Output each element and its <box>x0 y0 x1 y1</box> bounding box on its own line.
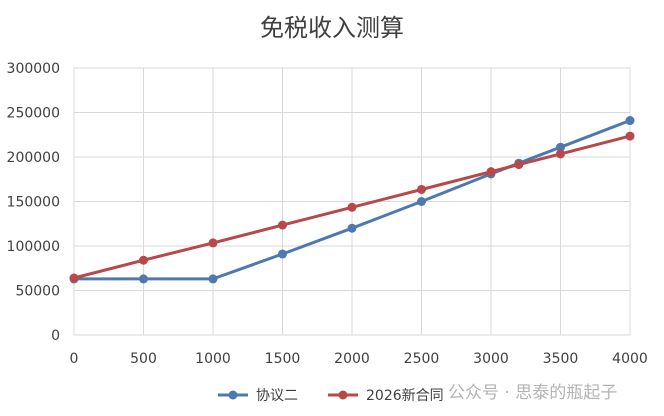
data-point <box>278 249 287 259</box>
data-point <box>486 167 496 177</box>
data-point <box>347 202 357 212</box>
data-series <box>69 116 635 284</box>
legend-label: 2026新合同 <box>366 388 444 404</box>
gridlines <box>73 67 631 336</box>
x-tick-label: 0 <box>70 351 79 367</box>
x-tick-label: 2000 <box>334 351 370 367</box>
series-1 <box>69 131 635 283</box>
data-point <box>556 149 565 159</box>
data-point <box>69 273 79 283</box>
watermark: 公众号 · 思泰的瓶起子 <box>448 383 617 403</box>
data-point <box>514 160 524 170</box>
data-point <box>417 197 426 206</box>
legend-marker <box>228 390 238 400</box>
data-point <box>139 274 148 284</box>
data-point <box>556 142 565 152</box>
y-tick-label: 250000 <box>7 106 60 122</box>
x-tick-label: 3000 <box>473 351 509 367</box>
y-tick-label: 150000 <box>7 195 60 211</box>
x-tick-label: 3500 <box>543 351 579 367</box>
x-tick-label: 1000 <box>195 351 231 367</box>
x-tick-label: 2500 <box>404 351 440 367</box>
legend-marker <box>338 390 348 400</box>
y-tick-label: 50000 <box>15 284 60 300</box>
x-axis-tick-labels: 0 500 1000 1500 2000 2500 3000 3500 4000 <box>70 351 648 367</box>
legend-item: 协议二 <box>218 388 298 404</box>
legend: 协议二 2026新合同 <box>218 388 444 404</box>
data-point <box>347 223 357 233</box>
x-tick-label: 500 <box>130 351 157 367</box>
data-point <box>625 116 635 126</box>
x-tick-label: 1500 <box>265 351 301 367</box>
data-point <box>417 184 426 194</box>
y-tick-label: 300000 <box>7 61 60 77</box>
y-tick-label: 100000 <box>7 239 60 255</box>
y-tick-label: 0 <box>51 328 60 344</box>
series-line <box>74 119 631 281</box>
data-point <box>278 220 287 230</box>
data-point <box>208 238 218 248</box>
legend-item: 2026新合同 <box>328 388 444 404</box>
x-tick-label: 4000 <box>612 351 648 367</box>
data-point <box>625 131 635 141</box>
chart-title: 免税收入测算 <box>260 14 404 42</box>
data-point <box>208 274 218 284</box>
series-line <box>73 134 631 280</box>
y-tick-label: 200000 <box>7 150 60 166</box>
data-point <box>139 255 148 265</box>
y-axis-tick-labels: 0 50000 100000 150000 200000 250000 300000 <box>7 61 60 344</box>
legend-label: 协议二 <box>256 388 298 404</box>
